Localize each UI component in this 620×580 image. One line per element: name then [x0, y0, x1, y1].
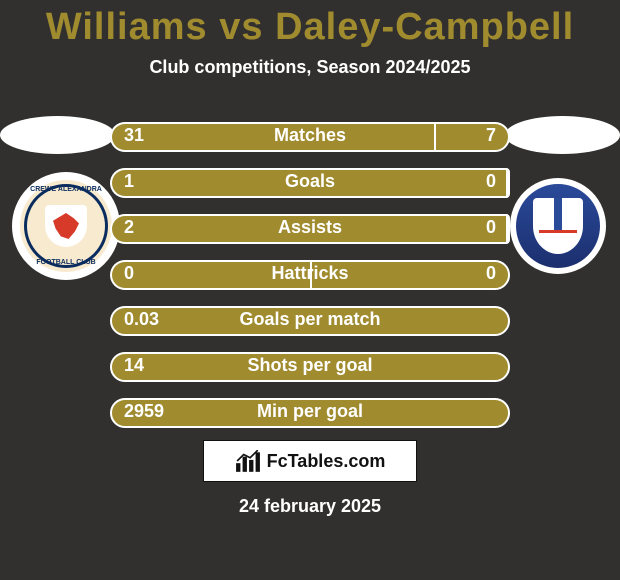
bar-left: [110, 214, 506, 244]
fctables-logo: FcTables.com: [203, 440, 417, 482]
bar-right: [434, 122, 510, 152]
vs-text: vs: [219, 6, 263, 48]
stat-row: Shots per goal14: [110, 352, 510, 382]
stats-chart: Matches317 Goals10 Assists20 Hattricks00 Goa…: [110, 122, 510, 444]
bar-right: [506, 168, 510, 198]
bar-right: [506, 214, 510, 244]
bar-left: [110, 168, 506, 198]
bar-left: [110, 352, 510, 382]
date-text: 24 february 2025: [0, 496, 620, 517]
crewe-alexandra-crest: CREWE ALEXANDRA FOOTBALL CLUB: [12, 172, 120, 280]
scale-plate-left: [0, 116, 115, 154]
comparison-title: Williams vs Daley-Campbell: [0, 0, 620, 49]
crest-text-bottom: FOOTBALL CLUB: [20, 259, 112, 266]
subtitle: Club competitions, Season 2024/2025: [0, 57, 620, 78]
player2-name: Daley-Campbell: [275, 6, 574, 48]
stat-row: Min per goal2959: [110, 398, 510, 428]
bar-left: [110, 260, 310, 290]
stat-row: Goals10: [110, 168, 510, 198]
crest-text-top: CREWE ALEXANDRA: [20, 186, 112, 193]
bar-right: [310, 260, 510, 290]
chesterfield-crest: [510, 178, 606, 274]
bar-left: [110, 398, 510, 428]
bar-left: [110, 306, 510, 336]
stat-row: Hattricks00: [110, 260, 510, 290]
logo-text: FcTables.com: [267, 451, 386, 472]
player1-name: Williams: [46, 6, 208, 48]
scale-plate-right: [505, 116, 620, 154]
stat-row: Assists20: [110, 214, 510, 244]
stat-row: Goals per match0.03: [110, 306, 510, 336]
crest-shield: [533, 198, 583, 254]
bars-icon: [235, 450, 261, 472]
stat-row: Matches317: [110, 122, 510, 152]
bar-left: [110, 122, 434, 152]
